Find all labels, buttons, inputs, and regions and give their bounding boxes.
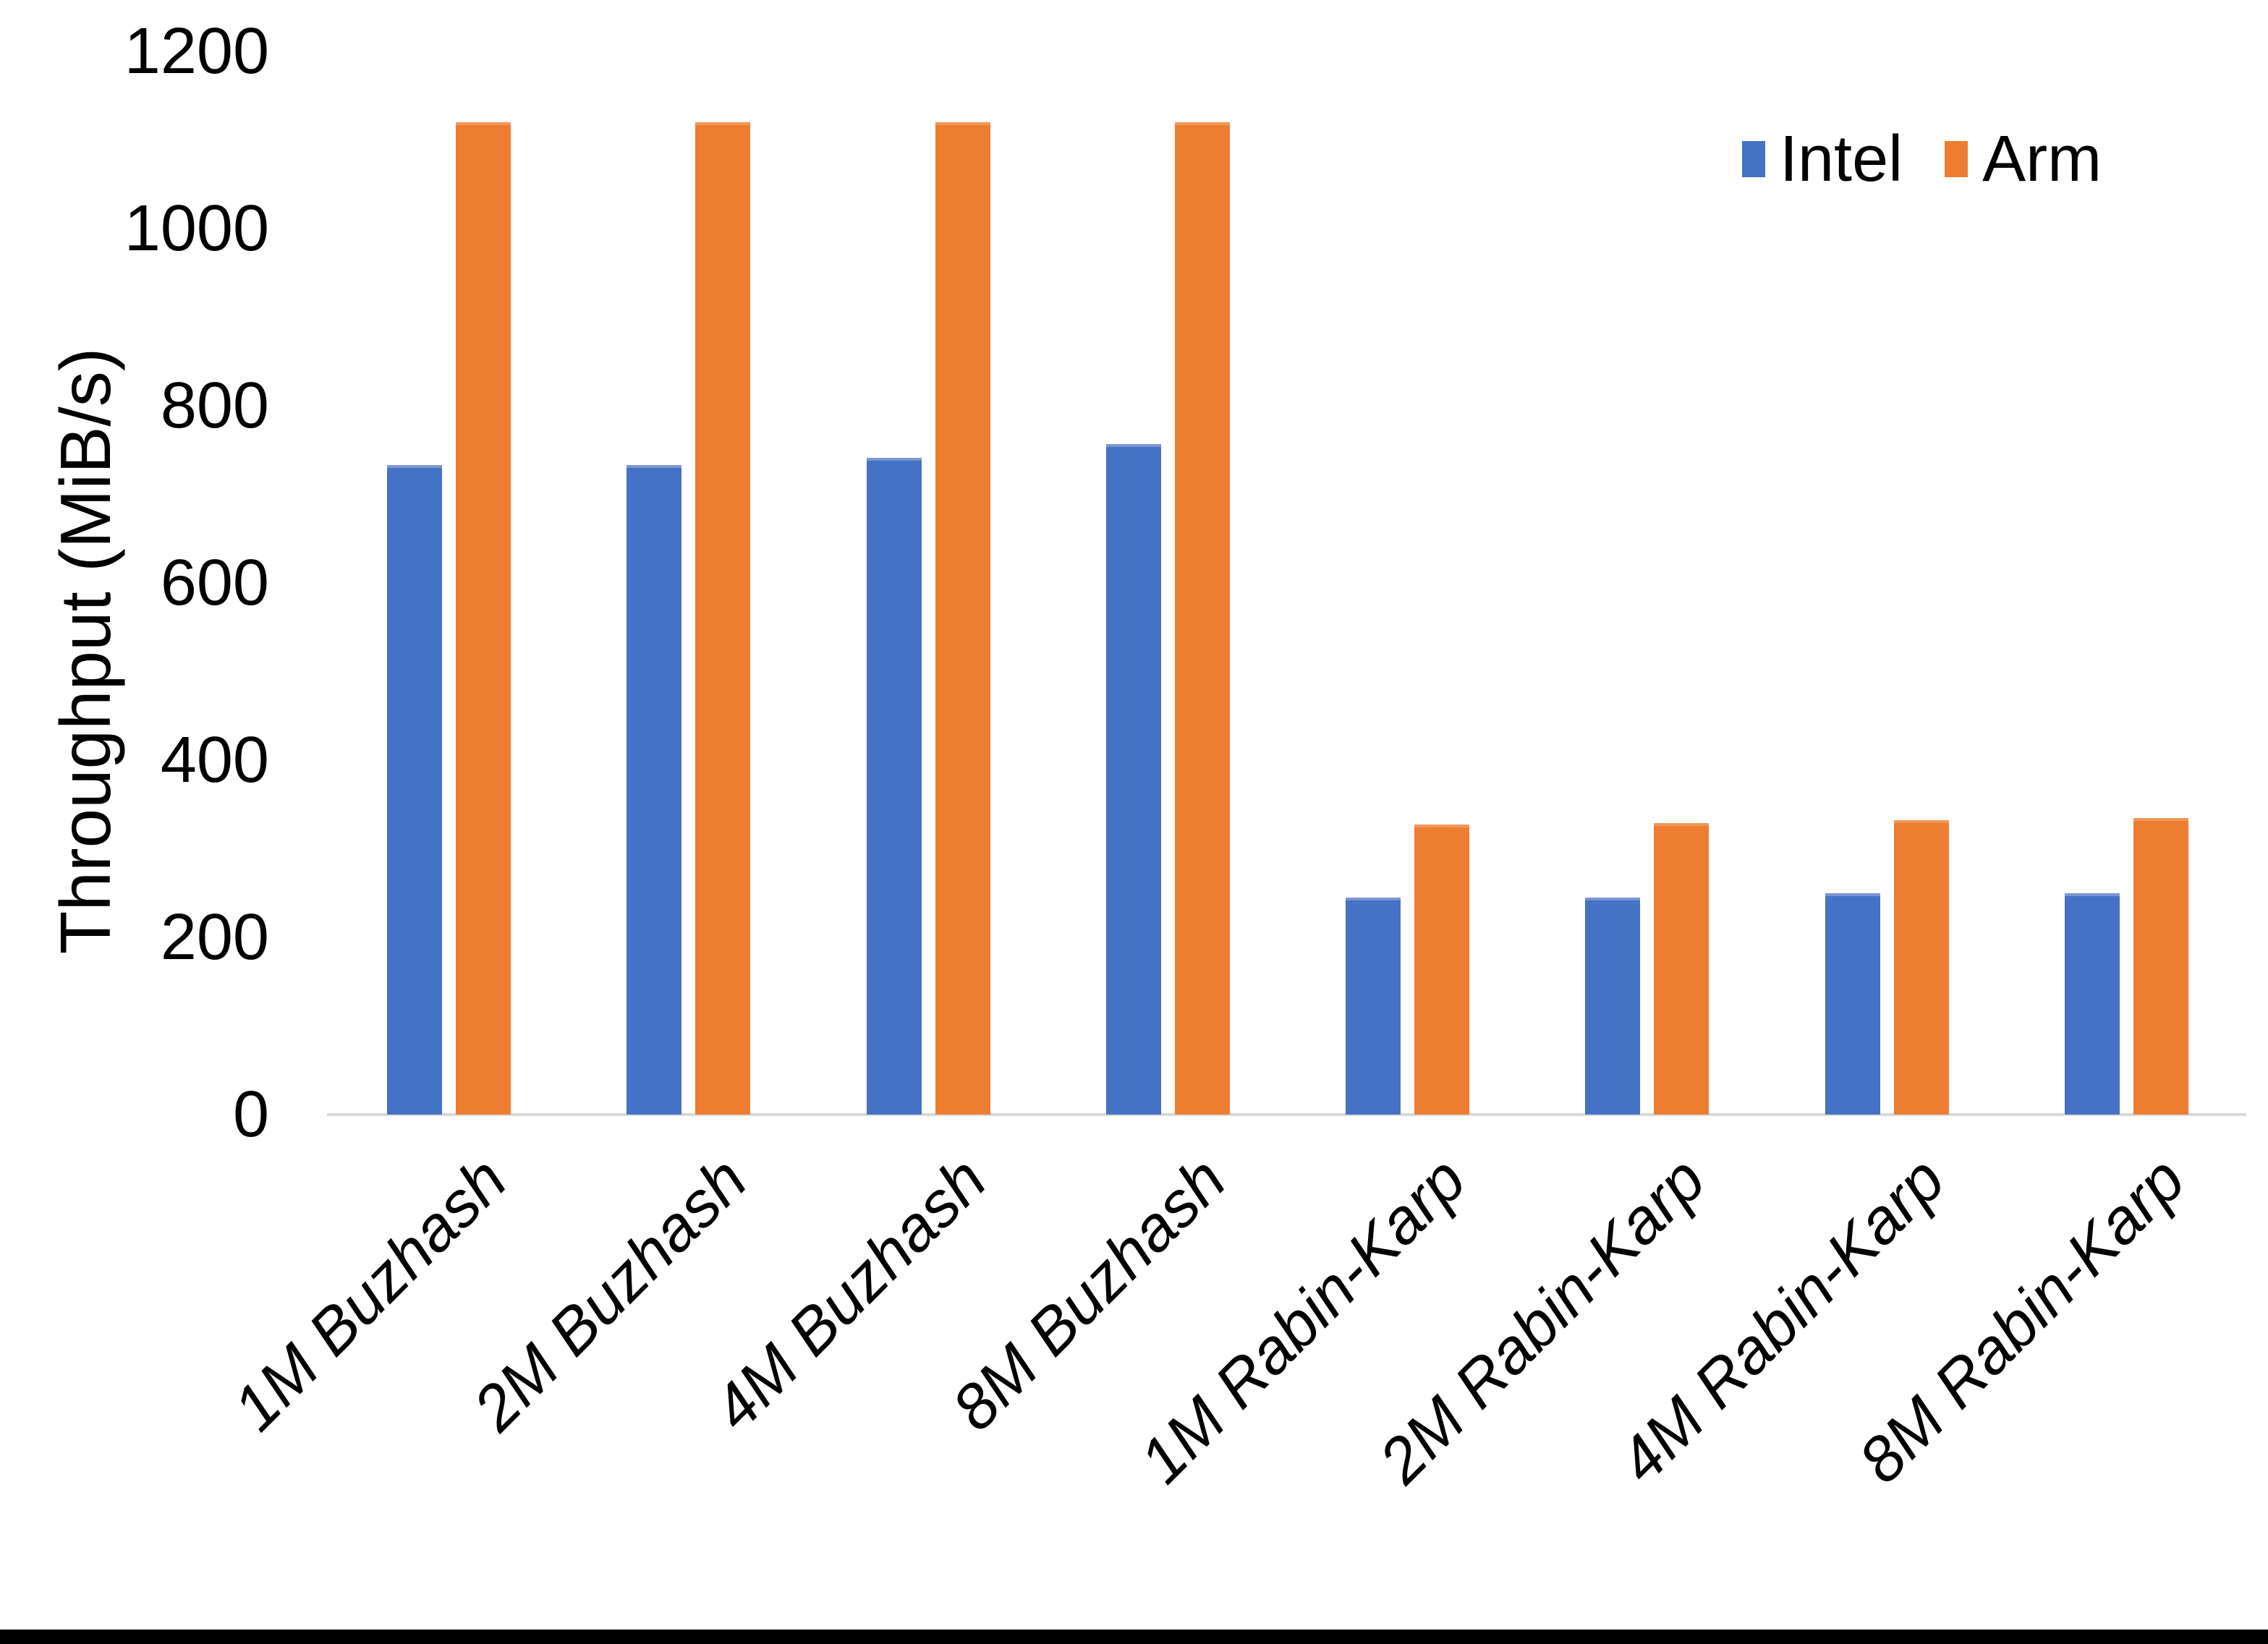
bar-intel-4m-rabin-karp xyxy=(1825,893,1880,1115)
y-tick-label: 1000 xyxy=(124,192,269,265)
bar-intel-1m-buzhash xyxy=(387,465,443,1115)
bar-arm-4m-buzhash xyxy=(935,122,990,1115)
bar-arm-8m-rabin-karp xyxy=(2133,817,2188,1115)
legend-swatch-arm xyxy=(1945,141,1968,177)
page-bottom-edge xyxy=(0,1630,2268,1644)
y-tick-label: 600 xyxy=(160,547,269,619)
legend: Intel Arm xyxy=(1742,124,2102,194)
y-tick-label: 1200 xyxy=(124,15,269,88)
bar-arm-2m-buzhash xyxy=(695,122,751,1115)
legend-label-intel: Intel xyxy=(1780,123,1903,195)
legend-item-arm: Arm xyxy=(1945,124,2102,194)
bar-arm-2m-rabin-karp xyxy=(1654,822,1710,1115)
bar-arm-1m-buzhash xyxy=(456,122,511,1115)
bar-intel-8m-buzhash xyxy=(1105,443,1161,1115)
bar-arm-4m-rabin-karp xyxy=(1893,820,1949,1115)
bar-intel-2m-buzhash xyxy=(627,465,682,1115)
y-tick-label: 200 xyxy=(160,901,269,974)
legend-swatch-intel xyxy=(1742,141,1765,177)
bar-intel-1m-rabin-karp xyxy=(1346,897,1401,1115)
bar-arm-8m-buzhash xyxy=(1174,122,1230,1115)
bar-arm-1m-rabin-karp xyxy=(1414,825,1470,1115)
bar-intel-8m-rabin-karp xyxy=(2064,893,2120,1115)
legend-item-intel: Intel xyxy=(1742,124,1903,194)
bar-intel-4m-buzhash xyxy=(866,458,922,1115)
x-axis-line xyxy=(327,1113,2246,1116)
y-tick-label: 400 xyxy=(160,724,269,796)
bar-intel-2m-rabin-karp xyxy=(1585,897,1641,1115)
y-tick-label: 0 xyxy=(232,1078,269,1151)
legend-label-arm: Arm xyxy=(1982,123,2102,195)
y-tick-label: 800 xyxy=(160,370,269,442)
